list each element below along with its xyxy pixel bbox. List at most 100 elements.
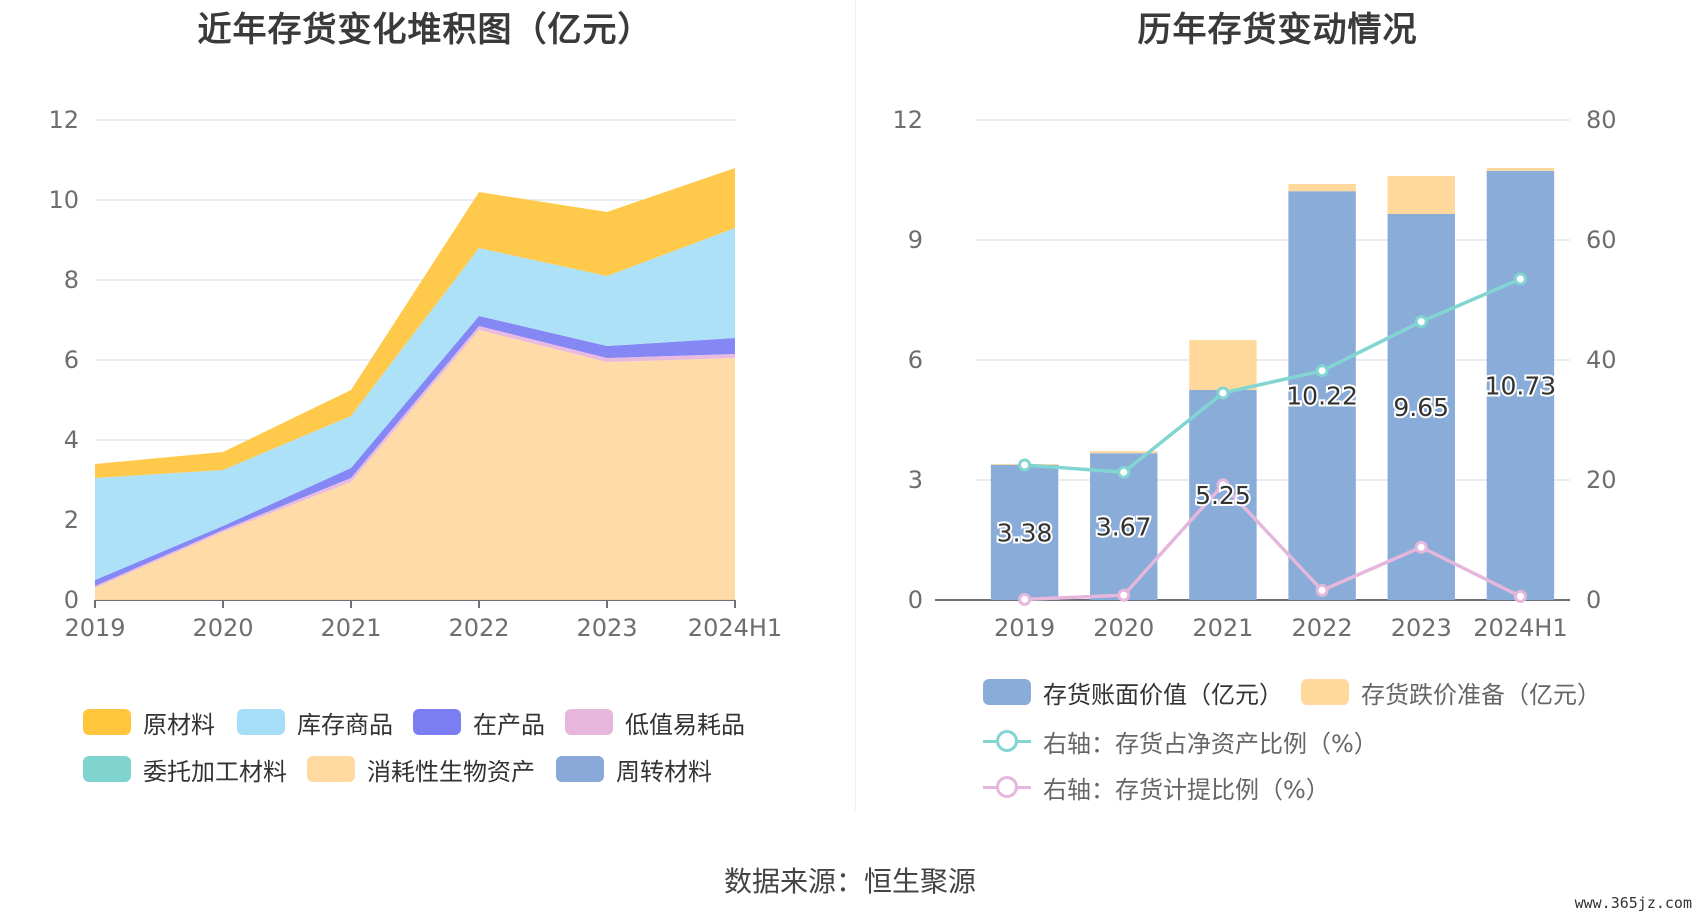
stacked-area-chart: 0 2 4 6 8 10 12 2019 2020 2021 2022 2023 2024H1 xyxy=(48,106,782,642)
line-右轴：存货占净资产比例（%） xyxy=(1024,277,1522,474)
watermark: www.365jz.com xyxy=(1574,894,1692,912)
legend-item[interactable]: 消耗性生物资产 xyxy=(307,753,535,786)
bar-存货账面价值（亿元） xyxy=(1387,214,1455,600)
legend-item[interactable]: 右轴：存货计提比例（%） xyxy=(983,771,1330,804)
bar-存货账面价值（亿元） xyxy=(1189,390,1257,600)
y2-tick-label: 80 xyxy=(1586,106,1617,134)
x-tick-label: 2020 xyxy=(1093,614,1154,642)
legend-swatch xyxy=(1301,679,1349,705)
bar-存货跌价准备（亿元） xyxy=(1387,176,1455,214)
legend-item[interactable]: 右轴：存货占净资产比例（%） xyxy=(983,725,1378,758)
x-tick-label: 2022 xyxy=(448,614,509,642)
legend-label: 消耗性生物资产 xyxy=(367,757,535,786)
legend-label: 存货跌价准备（亿元） xyxy=(1361,680,1601,709)
bar-存货跌价准备（亿元） xyxy=(1486,168,1555,171)
legend-swatch xyxy=(413,709,461,735)
bar-value-label: 10.73 xyxy=(1485,371,1557,400)
x-tick-label: 2021 xyxy=(320,614,381,642)
line-point xyxy=(1018,592,1032,606)
legend-item[interactable]: 存货账面价值（亿元） xyxy=(983,676,1283,709)
legend-label: 委托加工材料 xyxy=(143,757,287,786)
legend-label: 原材料 xyxy=(143,710,215,739)
line-point xyxy=(1117,588,1131,602)
legend-item[interactable]: 委托加工材料 xyxy=(83,753,287,786)
legend-item[interactable]: 库存商品 xyxy=(237,706,393,739)
legend-label: 低值易耗品 xyxy=(625,710,745,739)
legend-swatch xyxy=(83,709,131,735)
x-tick-label: 2020 xyxy=(192,614,253,642)
legend-swatch xyxy=(983,679,1031,705)
line-point xyxy=(1414,540,1428,554)
x-tick-label: 2019 xyxy=(994,614,1055,642)
y-tick-label: 9 xyxy=(908,226,923,254)
legend-item[interactable]: 低值易耗品 xyxy=(565,706,745,739)
y-tick-label: 10 xyxy=(48,186,79,214)
legend-label: 库存商品 xyxy=(297,710,393,739)
legend-label: 周转材料 xyxy=(616,757,712,786)
legend-item[interactable]: 周转材料 xyxy=(556,753,712,786)
bar-存货跌价准备（亿元） xyxy=(1288,184,1356,192)
legend-label: 存货账面价值（亿元） xyxy=(1043,680,1283,709)
x-tick-label: 2019 xyxy=(64,614,125,642)
area-库存商品 xyxy=(95,228,735,580)
area-原材料 xyxy=(95,168,735,478)
y-tick-label: 6 xyxy=(908,346,923,374)
y-tick-label: 3 xyxy=(908,466,923,494)
y-tick-label: 12 xyxy=(892,106,923,134)
legend-swatch xyxy=(307,756,355,782)
y-tick-label: 8 xyxy=(64,266,79,294)
line-point xyxy=(1216,386,1230,400)
bar-line-chart: 0 3 6 9 12 0 20 40 60 80 2019 2020 2021 2022 2023 2024H… xyxy=(892,106,1617,642)
line-point xyxy=(1513,272,1527,286)
legend-swatch xyxy=(83,756,131,782)
legend-swatch xyxy=(237,709,285,735)
x-tick-label: 2024H1 xyxy=(1473,614,1567,642)
bar-存货账面价值（亿元） xyxy=(1288,191,1356,600)
legend-item[interactable]: 存货跌价准备（亿元） xyxy=(1301,676,1601,709)
bar-value-label: 10.22 xyxy=(1286,382,1358,411)
y-tick-label: 0 xyxy=(908,586,923,614)
line-point xyxy=(1315,364,1329,378)
bar-存货跌价准备（亿元） xyxy=(1090,451,1158,454)
x-tick-label: 2023 xyxy=(576,614,637,642)
bar-value-label: 3.38 xyxy=(997,518,1053,547)
area-在产品 xyxy=(95,316,735,586)
x-tick-label: 2022 xyxy=(1292,614,1353,642)
line-point xyxy=(1513,589,1527,603)
y2-tick-label: 0 xyxy=(1586,586,1601,614)
y2-tick-label: 40 xyxy=(1586,346,1617,374)
y-tick-label: 2 xyxy=(64,506,79,534)
legend-item[interactable]: 原材料 xyxy=(83,706,215,739)
line-右轴：存货计提比例（%） xyxy=(1024,482,1522,602)
x-tick-label: 2023 xyxy=(1391,614,1452,642)
y2-tick-label: 60 xyxy=(1586,226,1617,254)
legend-label: 右轴：存货占净资产比例（%） xyxy=(1043,729,1378,758)
bar-value-label: 3.67 xyxy=(1096,513,1152,542)
line-point xyxy=(1117,465,1131,479)
bar-存货账面价值（亿元） xyxy=(1486,170,1555,601)
y2-tick-label: 20 xyxy=(1586,466,1617,494)
line-point xyxy=(1018,458,1032,472)
right-chart-title: 历年存货变动情况 xyxy=(1137,10,1418,50)
legend-item[interactable]: 在产品 xyxy=(413,706,545,739)
y-tick-label: 6 xyxy=(64,346,79,374)
bar-value-label: 5.25 xyxy=(1195,481,1251,510)
x-tick-label: 2024H1 xyxy=(688,614,782,642)
line-point xyxy=(1414,315,1428,329)
legend-label: 右轴：存货计提比例（%） xyxy=(1043,775,1330,804)
left-chart-title: 近年存货变化堆积图（亿元） xyxy=(197,10,653,50)
legend-swatch xyxy=(983,774,1031,800)
x-tick-label: 2021 xyxy=(1192,614,1253,642)
line-point xyxy=(1216,478,1230,492)
legend-swatch xyxy=(565,709,613,735)
legend-swatch xyxy=(556,756,604,782)
bar-存货跌价准备（亿元） xyxy=(1189,340,1257,390)
y-tick-label: 4 xyxy=(64,426,79,454)
y-tick-label: 0 xyxy=(64,586,79,614)
y-tick-label: 12 xyxy=(48,106,79,134)
data-source: 数据来源：恒生聚源 xyxy=(723,865,976,898)
panel-divider xyxy=(855,0,856,810)
area-消耗性生物资产 xyxy=(95,330,735,600)
line-point xyxy=(1315,583,1329,597)
legend-swatch xyxy=(983,728,1031,754)
